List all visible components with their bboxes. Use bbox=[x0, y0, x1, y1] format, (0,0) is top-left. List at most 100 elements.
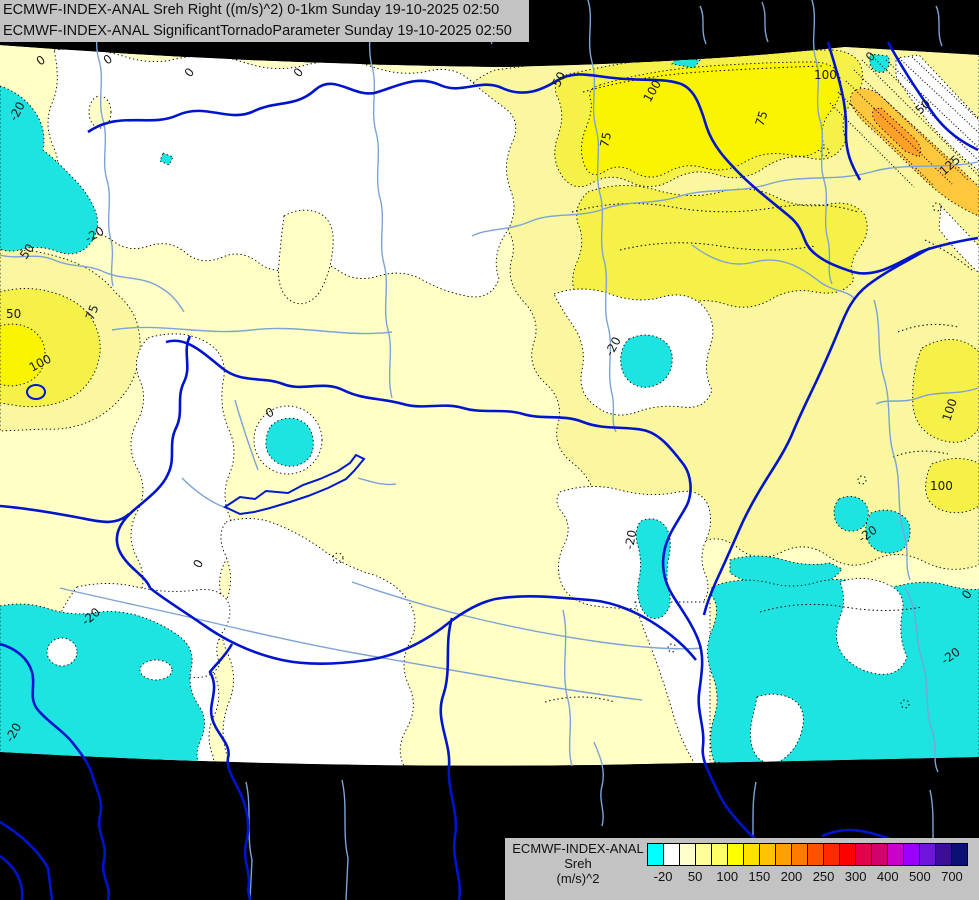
river-line bbox=[111, 326, 393, 335]
legend-color-cell bbox=[776, 844, 792, 865]
river-line bbox=[691, 244, 855, 299]
contour-line bbox=[759, 603, 923, 613]
river-line bbox=[351, 581, 703, 650]
contour-fill-region bbox=[634, 601, 711, 765]
stipple-line bbox=[885, 59, 979, 149]
river-line bbox=[873, 299, 911, 581]
contour-fill-region bbox=[581, 61, 842, 178]
legend-tick-label: 500 bbox=[908, 869, 931, 884]
contour-line bbox=[932, 202, 942, 212]
river-line bbox=[904, 587, 939, 773]
stipple-line bbox=[872, 56, 979, 162]
contour-fill-region bbox=[0, 323, 46, 387]
legend-tick-label: 300 bbox=[844, 869, 867, 884]
border-line bbox=[439, 617, 462, 900]
contour-fill-layer bbox=[0, 45, 979, 766]
contour-line bbox=[892, 450, 949, 458]
river-line bbox=[357, 477, 397, 486]
contour-label: 75 bbox=[753, 109, 771, 128]
river-line bbox=[935, 5, 943, 47]
legend-tick-label: 100 bbox=[716, 869, 739, 884]
contour-fill-region bbox=[912, 339, 979, 443]
contour-fill-region bbox=[265, 417, 314, 467]
legend-tick-label: -20 bbox=[653, 869, 673, 884]
legend-color-cell bbox=[840, 844, 856, 865]
contour-fill-region bbox=[925, 458, 979, 514]
contour-line bbox=[900, 699, 910, 709]
contour-fill-region bbox=[865, 509, 911, 554]
legend-color-cell bbox=[696, 844, 712, 865]
legend-color-cell bbox=[856, 844, 872, 865]
river-line bbox=[761, 1, 769, 43]
border-line bbox=[149, 586, 698, 666]
legend-panel: ECMWF-INDEX-ANAL Sreh (m/s)^2 -20 50 100 15… bbox=[505, 838, 979, 900]
legend-color-cell bbox=[760, 844, 776, 865]
contour-label: 100 bbox=[940, 397, 960, 423]
legend-color-cell bbox=[728, 844, 744, 865]
contour-fill-region bbox=[620, 334, 673, 388]
contour-line bbox=[857, 475, 867, 485]
river-line bbox=[593, 741, 604, 827]
contour-fill-region bbox=[88, 95, 112, 129]
river-line bbox=[94, 0, 114, 287]
legend-color-cell bbox=[872, 844, 888, 865]
legend-color-cell bbox=[936, 844, 952, 865]
river-line bbox=[341, 779, 349, 900]
contour-fill-region bbox=[836, 578, 908, 675]
legend-color-cell bbox=[712, 844, 728, 865]
title-line-2: ECMWF-INDEX-ANAL SignificantTornadoParam… bbox=[3, 23, 512, 39]
legend-color-cell bbox=[664, 844, 680, 865]
legend-color-cell bbox=[904, 844, 920, 865]
contour-line bbox=[332, 552, 344, 564]
legend-color-cell bbox=[920, 844, 936, 865]
contour-label: 75 bbox=[597, 131, 614, 149]
legend-title: ECMWF-INDEX-ANAL bbox=[512, 841, 644, 856]
contour-fill-region bbox=[749, 693, 804, 764]
contour-fill-region bbox=[635, 518, 671, 620]
legend-color-cell bbox=[888, 844, 904, 865]
contour-fill-region bbox=[833, 496, 869, 532]
legend-color-cell bbox=[952, 844, 967, 865]
border-line bbox=[826, 41, 862, 181]
river-line bbox=[367, 0, 393, 399]
contour-line bbox=[544, 696, 616, 703]
legend-parameter: Sreh bbox=[564, 856, 592, 871]
borders bbox=[0, 41, 979, 900]
lake-balaton bbox=[222, 453, 366, 516]
contour-label: 50 bbox=[549, 69, 569, 89]
contour-fill-region bbox=[895, 54, 979, 172]
contour-line bbox=[667, 643, 677, 653]
legend-color-cell bbox=[744, 844, 760, 865]
contour-label: 100 bbox=[814, 68, 837, 82]
border-line bbox=[0, 504, 130, 524]
legend-tick-label: 250 bbox=[812, 869, 835, 884]
contour-line bbox=[820, 147, 830, 157]
stipple-line bbox=[853, 69, 969, 181]
contour-line bbox=[571, 202, 859, 213]
border-line bbox=[0, 642, 111, 900]
contour-label: 75 bbox=[83, 303, 102, 322]
border-line bbox=[115, 335, 192, 589]
contour-line bbox=[582, 65, 823, 93]
river-line bbox=[234, 399, 259, 471]
stipple-line bbox=[845, 80, 953, 185]
legend-color-cell bbox=[808, 844, 824, 865]
title-bar: ECMWF-INDEX-ANAL Sreh Right ((m/s)^2) 0-… bbox=[0, 0, 529, 42]
legend-color-cell bbox=[824, 844, 840, 865]
contour-fill-region bbox=[572, 185, 868, 313]
legend-colorbar bbox=[647, 843, 968, 866]
legend-tick-label: 200 bbox=[780, 869, 803, 884]
legend-color-cell bbox=[680, 844, 696, 865]
river-line bbox=[587, 0, 617, 433]
river-line bbox=[0, 254, 185, 313]
legend-tick-labels: -20 50 100 150 200 250 300 400 500 700 bbox=[647, 869, 968, 887]
river-line bbox=[471, 161, 979, 237]
contour-fill-region bbox=[938, 204, 979, 275]
contour-fill-region bbox=[872, 107, 922, 158]
river-line bbox=[811, 0, 833, 285]
border-line bbox=[702, 246, 931, 616]
border-line bbox=[0, 820, 54, 900]
contour-fill-region bbox=[278, 209, 334, 305]
